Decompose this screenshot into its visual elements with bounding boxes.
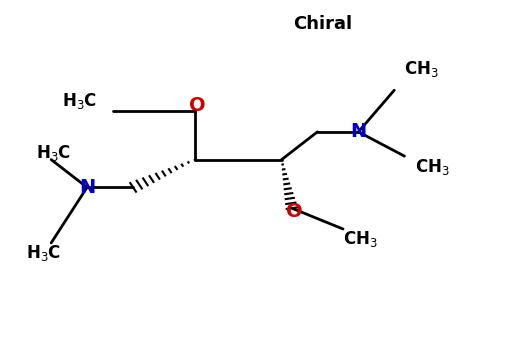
Text: H$_3$C: H$_3$C — [26, 243, 61, 263]
Text: CH$_3$: CH$_3$ — [415, 156, 450, 177]
Text: CH$_3$: CH$_3$ — [404, 59, 439, 79]
Text: H$_3$C: H$_3$C — [36, 143, 71, 163]
Text: Chiral: Chiral — [293, 15, 352, 33]
Text: CH$_3$: CH$_3$ — [343, 229, 378, 249]
Text: N: N — [350, 122, 367, 141]
Text: H$_3$C: H$_3$C — [62, 91, 97, 111]
Text: N: N — [79, 178, 95, 197]
Text: O: O — [286, 202, 303, 221]
Text: O: O — [189, 96, 205, 115]
